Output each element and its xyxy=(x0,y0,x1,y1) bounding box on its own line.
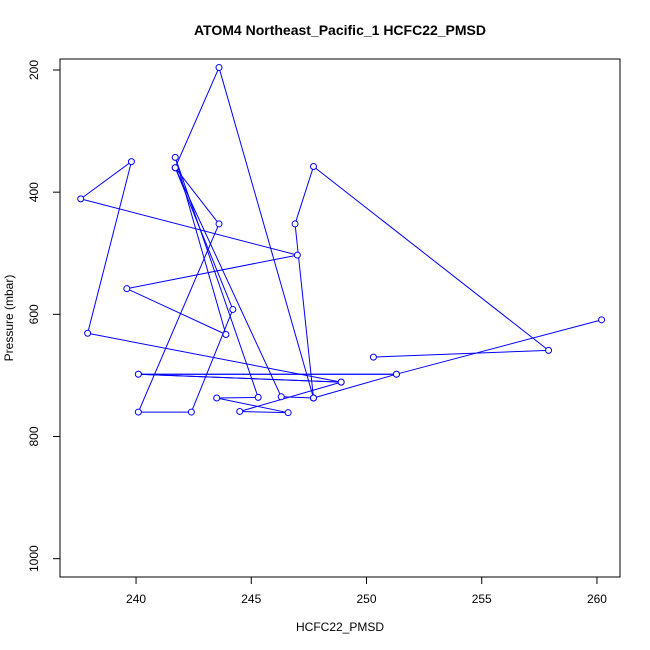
x-tick-label: 260 xyxy=(587,592,607,606)
series-line-segment xyxy=(239,410,289,414)
series-line-segment xyxy=(218,67,314,399)
x-tick-label: 240 xyxy=(126,592,146,606)
data-point xyxy=(187,408,195,416)
data-point xyxy=(236,407,244,415)
series-line-group xyxy=(80,67,602,414)
series-line-segment xyxy=(126,254,298,290)
series-line-segment xyxy=(87,161,132,334)
chart-title: ATOM4 Northeast_Pacific_1 HCFC22_PMSD xyxy=(194,22,486,38)
x-tick-label: 250 xyxy=(356,592,376,606)
series-line-segment xyxy=(174,167,220,225)
data-point xyxy=(277,393,285,401)
series-line-segment xyxy=(216,397,289,414)
data-point xyxy=(293,251,301,259)
data-point xyxy=(284,409,292,417)
series-line-segment xyxy=(174,167,282,398)
x-tick-label: 245 xyxy=(241,592,261,606)
series-line-segment xyxy=(174,67,220,168)
data-point xyxy=(123,285,131,293)
y-tick-label: 1000 xyxy=(27,545,41,572)
series-line-segment xyxy=(373,349,549,358)
series-line-segment xyxy=(313,166,549,351)
series-line-segment xyxy=(294,166,314,225)
series-line-segment xyxy=(190,309,234,413)
data-point xyxy=(309,163,317,171)
y-tick-label: 200 xyxy=(27,60,41,80)
data-point xyxy=(171,164,179,172)
y-axis: 200 400 600 800 1000 xyxy=(27,60,61,572)
x-axis-label: HCFC22_PMSD xyxy=(296,620,384,634)
series-line-segment xyxy=(138,373,342,383)
data-point xyxy=(77,195,85,203)
series-points-group xyxy=(77,64,606,417)
data-point xyxy=(84,329,92,337)
series-line-segment xyxy=(126,288,227,335)
data-point xyxy=(337,378,345,386)
series-line-segment xyxy=(80,198,298,256)
series-line-segment xyxy=(281,396,314,399)
data-point xyxy=(254,393,262,401)
data-point xyxy=(229,305,237,313)
data-point xyxy=(215,64,223,72)
y-tick-label: 600 xyxy=(27,304,41,324)
data-point xyxy=(291,220,299,228)
data-point xyxy=(215,220,223,228)
data-point xyxy=(545,346,553,354)
data-point xyxy=(134,408,142,416)
data-point xyxy=(222,330,230,338)
series-line-segment xyxy=(80,161,132,200)
y-tick-label: 800 xyxy=(27,426,41,446)
series-line-segment xyxy=(137,223,220,413)
data-point xyxy=(392,370,400,378)
x-axis: 240 245 250 255 260 xyxy=(126,576,607,606)
data-point xyxy=(369,353,377,361)
x-tick-label: 255 xyxy=(472,592,492,606)
y-axis-label: Pressure (mbar) xyxy=(2,275,16,362)
series-line-segment xyxy=(174,167,234,310)
y-tick-label: 400 xyxy=(27,182,41,202)
data-point xyxy=(213,394,221,402)
series-line-segment xyxy=(216,396,259,399)
data-point xyxy=(127,158,135,166)
data-point xyxy=(309,394,317,402)
data-point xyxy=(134,370,142,378)
series-line-segment xyxy=(396,319,602,375)
data-point xyxy=(598,316,606,324)
series-line-segment xyxy=(313,373,397,399)
data-point xyxy=(171,153,179,161)
